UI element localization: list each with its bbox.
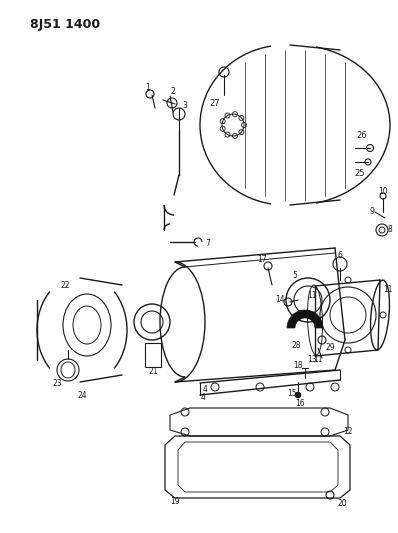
Text: 11: 11 [313,356,323,365]
Text: 12: 12 [343,427,353,437]
Text: 5: 5 [293,271,297,280]
Text: 28: 28 [291,341,301,350]
Circle shape [295,392,301,398]
Text: 1: 1 [146,84,150,93]
Text: 9: 9 [370,207,375,216]
Text: 4: 4 [201,392,205,401]
Text: 8: 8 [388,225,392,235]
Text: 24: 24 [77,391,87,400]
Text: 2: 2 [171,87,176,96]
Text: 4: 4 [203,385,207,394]
Wedge shape [287,310,323,328]
Text: 11: 11 [383,286,393,295]
Text: 16: 16 [295,400,305,408]
Text: 6: 6 [338,252,342,261]
Text: 14: 14 [275,295,285,304]
Text: 7: 7 [205,239,211,248]
Text: 11: 11 [307,290,317,300]
Text: 27: 27 [210,99,220,108]
Text: 18: 18 [293,360,303,369]
Text: 15: 15 [287,390,297,399]
Text: 8J51 1400: 8J51 1400 [30,18,100,31]
Text: 29: 29 [325,343,335,351]
Text: 10: 10 [378,187,388,196]
Text: 25: 25 [355,168,365,177]
Text: 21: 21 [148,367,158,376]
Text: 23: 23 [52,379,62,389]
Text: 20: 20 [337,498,347,507]
Text: 17: 17 [257,255,267,264]
Text: 13: 13 [307,356,317,365]
Text: 26: 26 [357,131,367,140]
Text: 22: 22 [60,280,70,289]
Text: 19: 19 [170,497,180,506]
Text: 3: 3 [183,101,187,110]
